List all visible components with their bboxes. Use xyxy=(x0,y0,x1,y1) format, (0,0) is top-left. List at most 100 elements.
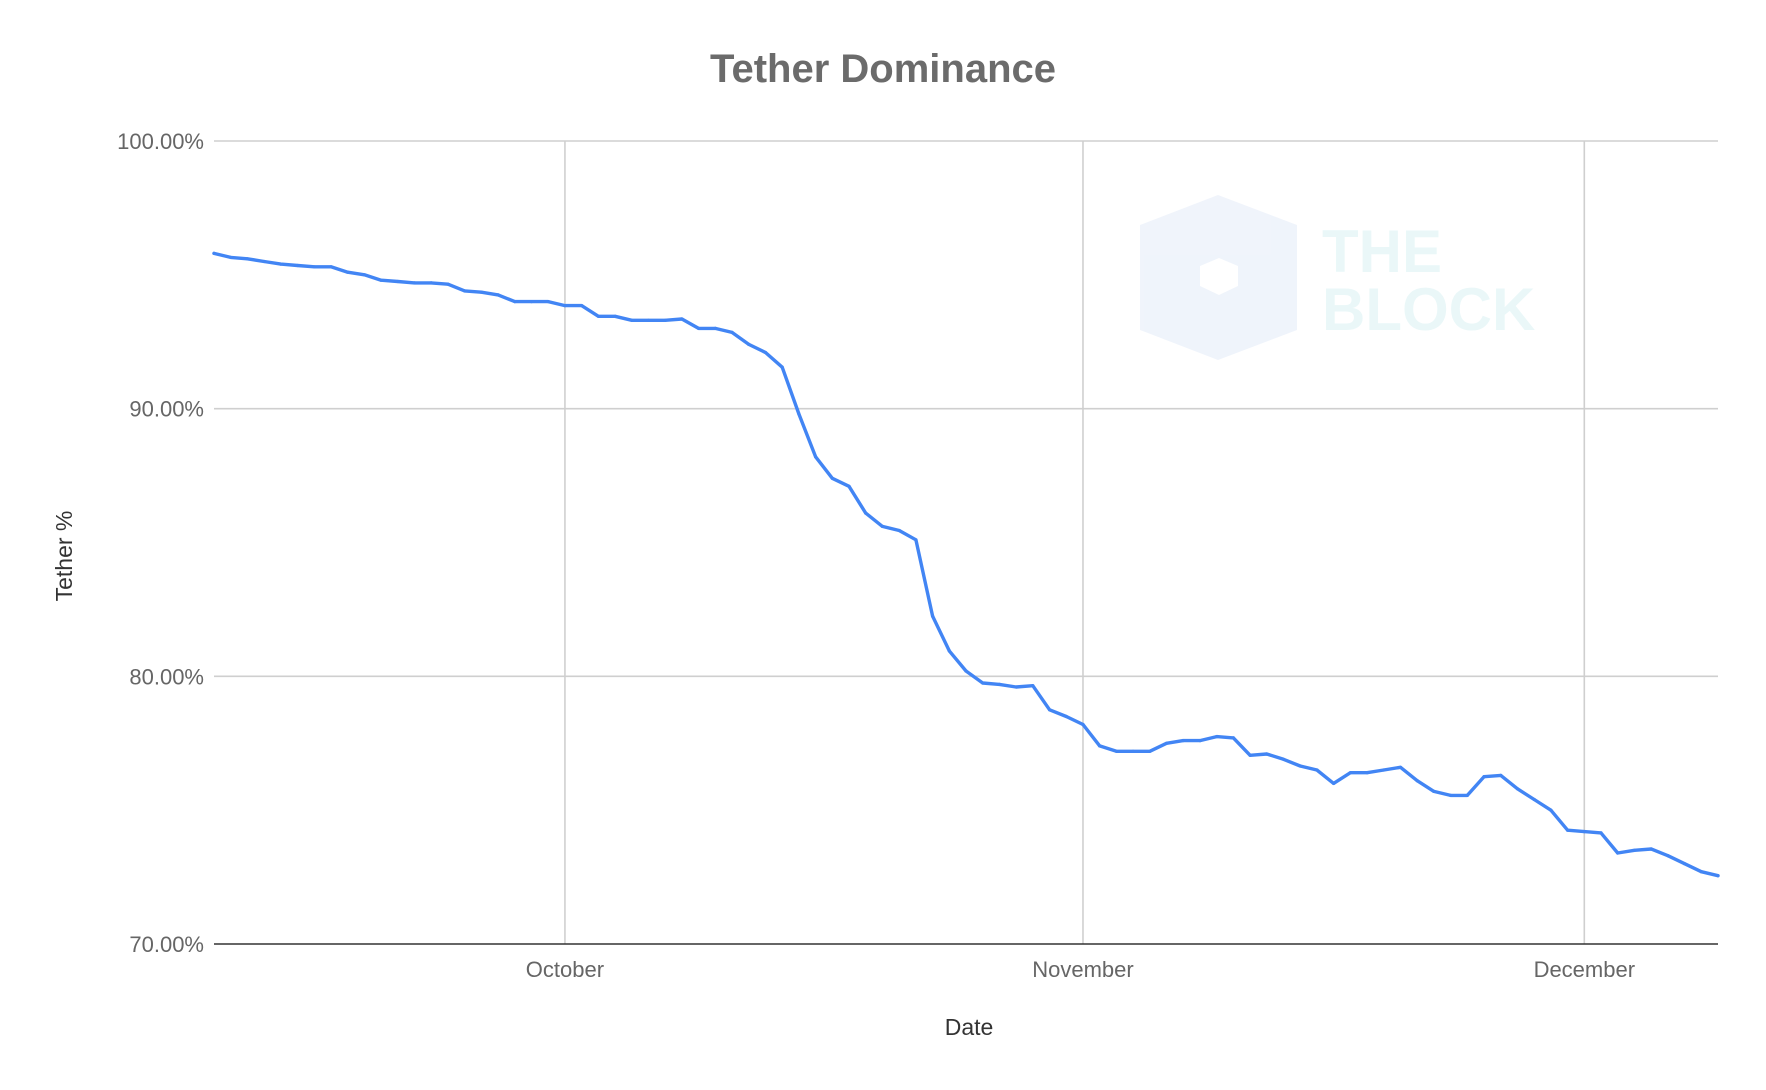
data-point xyxy=(1365,771,1369,775)
data-point xyxy=(412,281,417,285)
data-point xyxy=(1215,735,1219,739)
data-point xyxy=(546,300,550,304)
data-point xyxy=(1382,768,1386,772)
data-point xyxy=(596,314,601,318)
data-point xyxy=(747,342,751,346)
data-point xyxy=(1014,685,1018,689)
data-point xyxy=(1532,797,1536,802)
data-point xyxy=(897,528,901,533)
data-point xyxy=(1566,828,1570,832)
the-block-watermark: THE BLOCK xyxy=(1140,195,1535,360)
data-point xyxy=(379,278,383,282)
x-tick-label: December xyxy=(1534,957,1635,982)
data-point xyxy=(780,365,784,369)
data-point xyxy=(1632,848,1636,852)
data-point xyxy=(1582,830,1586,834)
horizontal-gridlines xyxy=(214,140,1718,678)
watermark-hexagon-inner xyxy=(1200,258,1238,295)
data-point xyxy=(1131,749,1135,753)
data-point xyxy=(479,290,483,294)
data-point xyxy=(1298,764,1302,768)
x-axis-title: Date xyxy=(945,1014,994,1040)
data-point xyxy=(646,318,651,322)
data-point xyxy=(1315,768,1319,772)
data-point xyxy=(680,317,684,321)
data-point xyxy=(981,681,985,685)
y-axis-title: Tether % xyxy=(51,511,77,602)
data-point xyxy=(763,350,768,355)
x-tick-label: October xyxy=(526,957,604,982)
data-point xyxy=(713,326,717,330)
data-point xyxy=(1465,793,1469,798)
chart-title: Tether Dominance xyxy=(710,47,1056,91)
data-point xyxy=(1198,739,1202,743)
y-axis-tick-labels: 70.00% 80.00% 90.00% 100.00% xyxy=(117,129,204,957)
data-point xyxy=(1332,781,1336,786)
data-point xyxy=(245,257,249,261)
data-point xyxy=(663,318,667,322)
data-point xyxy=(630,318,634,322)
watermark-text-line1: THE xyxy=(1322,218,1442,285)
data-point xyxy=(1064,714,1068,719)
series-line-0 xyxy=(212,251,1720,878)
data-point xyxy=(1515,787,1520,791)
y-tick-label: 80.00% xyxy=(129,664,204,689)
data-point xyxy=(1616,851,1620,855)
data-point xyxy=(1549,808,1553,812)
data-point xyxy=(1265,752,1269,756)
data-point xyxy=(880,524,885,529)
y-tick-label: 70.00% xyxy=(129,932,204,957)
y-tick-label: 90.00% xyxy=(129,397,204,422)
data-point xyxy=(1031,684,1035,688)
data-point xyxy=(1716,874,1720,878)
data-point xyxy=(396,279,400,284)
data-point xyxy=(730,330,734,334)
data-point xyxy=(931,614,935,618)
data-point xyxy=(1081,722,1085,727)
data-point xyxy=(429,281,433,285)
data-point xyxy=(964,669,968,673)
data-point xyxy=(1281,757,1286,761)
data-point xyxy=(830,476,834,480)
data-point xyxy=(1432,789,1436,794)
data-point xyxy=(1231,736,1235,740)
data-point xyxy=(1599,831,1603,835)
data-point xyxy=(362,273,366,277)
data-point xyxy=(1482,775,1486,779)
data-point xyxy=(279,262,283,266)
data-point xyxy=(329,265,333,269)
data-point xyxy=(864,511,868,515)
x-tick-label: November xyxy=(1032,957,1133,982)
data-point xyxy=(1449,793,1453,798)
series-layer xyxy=(212,251,1720,878)
data-point xyxy=(814,455,818,459)
data-point xyxy=(496,293,500,297)
data-point xyxy=(1398,765,1403,769)
data-point xyxy=(1148,749,1152,753)
watermark-text-line2: BLOCK xyxy=(1322,276,1535,343)
data-point xyxy=(296,263,300,268)
data-point xyxy=(847,484,851,488)
data-point xyxy=(1699,870,1703,874)
data-point xyxy=(1415,779,1419,783)
data-point xyxy=(1649,847,1653,851)
x-axis-tick-labels: October November December xyxy=(526,957,1635,982)
data-point xyxy=(1499,773,1503,778)
data-point xyxy=(563,304,567,308)
data-point xyxy=(1348,771,1352,775)
data-point xyxy=(446,282,450,286)
data-point xyxy=(463,289,467,293)
data-point xyxy=(513,300,517,304)
data-point xyxy=(229,255,233,259)
data-point xyxy=(1683,862,1687,866)
data-point xyxy=(580,304,584,308)
y-tick-label: 100.00% xyxy=(117,129,204,154)
vertical-gridlines xyxy=(564,141,1586,944)
data-point xyxy=(797,412,801,416)
data-point xyxy=(1164,741,1169,745)
data-point xyxy=(1048,708,1052,712)
data-point xyxy=(529,300,534,304)
data-point xyxy=(1248,753,1252,757)
data-point xyxy=(997,682,1002,687)
